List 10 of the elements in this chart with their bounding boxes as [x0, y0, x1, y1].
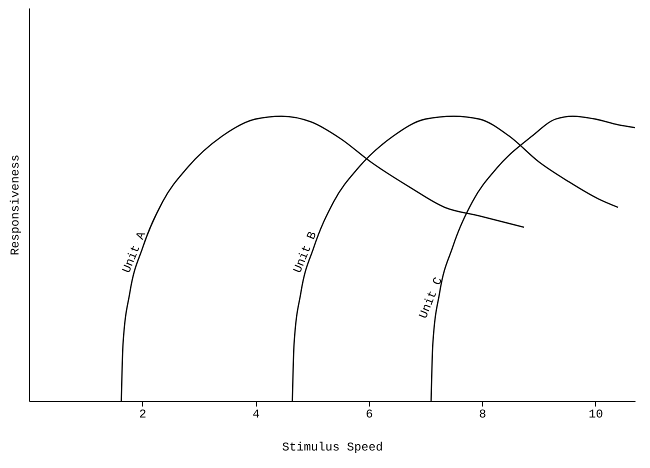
text: Unit A — [120, 229, 150, 276]
text: Unit B — [290, 230, 320, 276]
x-tick-label: 2 — [139, 408, 146, 422]
x-tick-label: 6 — [366, 408, 373, 422]
x-tick-label: 4 — [252, 408, 260, 422]
text: Unit C — [416, 275, 446, 321]
x-axis-title: Stimulus Speed — [282, 440, 383, 454]
x-tick-label: 10 — [588, 408, 604, 422]
x-tick-label: 8 — [478, 408, 486, 422]
y-axis-title: Responsiveness — [8, 154, 22, 256]
